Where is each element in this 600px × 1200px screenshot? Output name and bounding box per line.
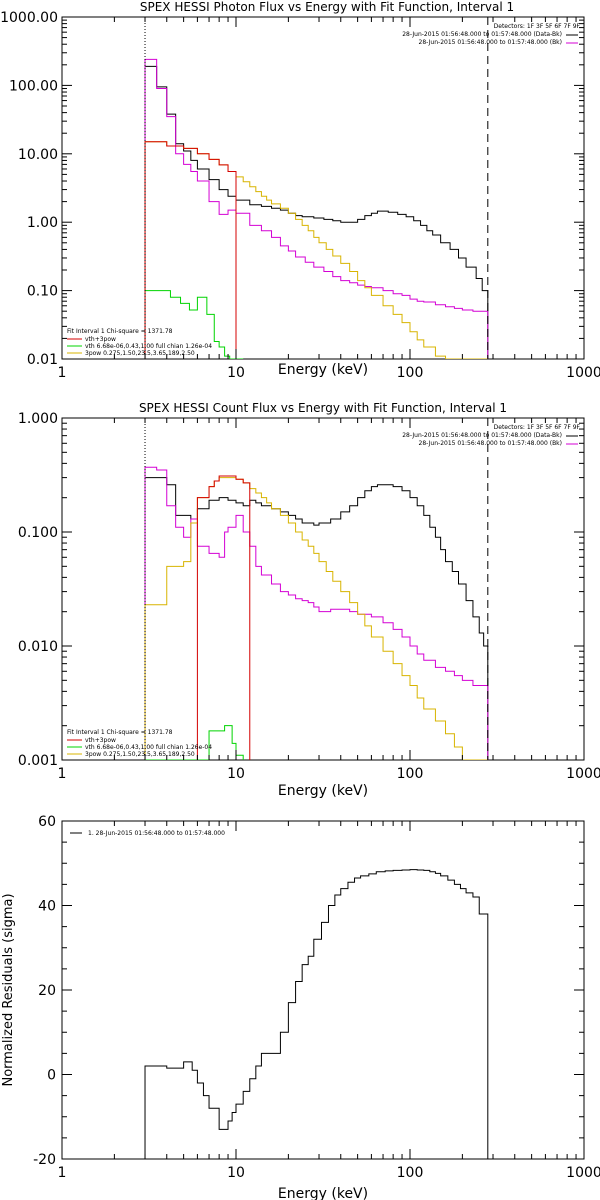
count-flux-detectors: Detectors: 1F 3F 5F 6F 7F 9F [494, 424, 581, 431]
residuals-xlabel: Energy (keV) [278, 1186, 368, 1200]
photon-flux-detectors: Detectors: 1F 3F 5F 6F 7F 9F [494, 23, 581, 30]
y-tick-label: 0.10 [27, 284, 58, 300]
series-line-0 [144, 65, 489, 359]
count-flux-legend-1: vth+3pow [85, 737, 116, 744]
x-tick-label: 100 [397, 766, 424, 782]
series-line-0 [144, 477, 489, 760]
residuals-panel: 1 10 100 1000 -20 0 20 40 60 Energy (keV) Normal… [1, 814, 600, 1200]
count-flux-panel: SPEX HESSI Count Flux vs Energy with Fit… [18, 401, 600, 799]
series-line-1 [144, 58, 489, 359]
y-tick-label: 1.00 [27, 215, 58, 231]
photon-flux-series [144, 17, 489, 359]
y-tick-label: 10.00 [18, 147, 58, 163]
count-flux-xlabel: Energy (keV) [278, 783, 368, 799]
x-tick-label: 1000 [566, 365, 600, 381]
residuals-ylabel: Normalized Residuals (sigma) [1, 893, 16, 1086]
photon-flux-legend-2: vth 6.68e-06,0.43,1.00 full chian 1.26e-… [85, 343, 212, 350]
count-flux-legend-3: 3pow 0.275,1.50,23.5,3.65,189,2.50 [85, 751, 195, 758]
series-line-0 [144, 869, 489, 1159]
photon-flux-fit-text: Fit Interval 1 Chi-square = 1371.78 [67, 328, 173, 335]
photon-flux-panel: SPEX HESSI Photon Flux vs Energy with Fi… [0, 0, 600, 381]
y-tick-label: 20 [38, 983, 56, 999]
photon-flux-plot-frame [61, 16, 585, 360]
count-flux-fit-text: Fit Interval 1 Chi-square = 1371.78 [67, 729, 173, 736]
series-line-3 [145, 725, 244, 760]
photon-flux-bk-interval: 28-Jun-2015 01:56:48.000 to 01:57:48.000… [419, 39, 562, 46]
y-tick-label: 60 [38, 814, 56, 830]
x-tick-label: 1 [58, 766, 67, 782]
series-line-3 [144, 290, 244, 359]
series-line-1 [144, 466, 489, 760]
photon-flux-xlabel: Energy (keV) [278, 362, 368, 378]
x-tick-label: 100 [397, 365, 424, 381]
x-tick-label: 100 [397, 1165, 424, 1181]
x-tick-label: 1 [58, 1165, 67, 1181]
x-tick-label: 10 [227, 766, 245, 782]
x-tick-label: 1000 [566, 766, 600, 782]
count-flux-series [144, 418, 489, 760]
series-line-2 [144, 141, 488, 359]
y-tick-label: 0.001 [18, 753, 58, 769]
photon-flux-title: SPEX HESSI Photon Flux vs Energy with Fi… [140, 0, 514, 14]
count-flux-bk-interval: 28-Jun-2015 01:56:48.000 to 01:57:48.000… [419, 440, 562, 447]
y-tick-label: 0.100 [18, 525, 58, 541]
photon-flux-ticks: 1 10 100 1000 0.01 0.10 1.00 10.00 100.00 1000.00 [0, 10, 600, 381]
x-tick-label: 10 [227, 1165, 245, 1181]
count-flux-title: SPEX HESSI Count Flux vs Energy with Fit… [139, 401, 507, 415]
y-tick-label: 1000.00 [0, 10, 58, 26]
y-tick-label: 0.010 [18, 639, 58, 655]
count-flux-ticks: 1 10 100 1000 0.001 0.010 0.100 1.000 [18, 411, 600, 782]
count-flux-legend-2: vth 6.68e-06,0.43,1.00 full chian 1.26e-… [85, 744, 212, 751]
residuals-legend-label: 1. 28-Jun-2015 01:56:48.000 to 01:57:48.… [88, 830, 225, 837]
series-line-4 [196, 475, 251, 760]
residuals-ticks: 1 10 100 1000 -20 0 20 40 60 [33, 814, 600, 1181]
y-tick-label: 0 [47, 1068, 56, 1084]
x-tick-label: 10 [227, 365, 245, 381]
residuals-plot-frame [61, 820, 585, 1160]
x-tick-label: 1000 [566, 1165, 600, 1181]
photon-flux-legend-1: vth+3pow [85, 336, 116, 343]
count-flux-plot-frame [61, 417, 585, 761]
series-line-4 [144, 141, 237, 359]
y-tick-label: -20 [33, 1152, 56, 1168]
photon-flux-legend-3: 3pow 0.275,1.50,23.5,3.65,189,2.50 [85, 350, 195, 357]
y-tick-label: 0.01 [27, 352, 58, 368]
residuals-series [144, 869, 489, 1159]
y-tick-label: 1.000 [18, 411, 58, 427]
photon-flux-data-interval: 28-Jun-2015 01:56:48.000 to 01:57:48.000… [402, 31, 562, 38]
series-line-2 [144, 477, 488, 760]
y-tick-label: 40 [38, 899, 56, 915]
x-tick-label: 1 [58, 365, 67, 381]
count-flux-data-interval: 28-Jun-2015 01:56:48.000 to 01:57:48.000… [402, 432, 562, 439]
y-tick-label: 100.00 [9, 78, 58, 94]
